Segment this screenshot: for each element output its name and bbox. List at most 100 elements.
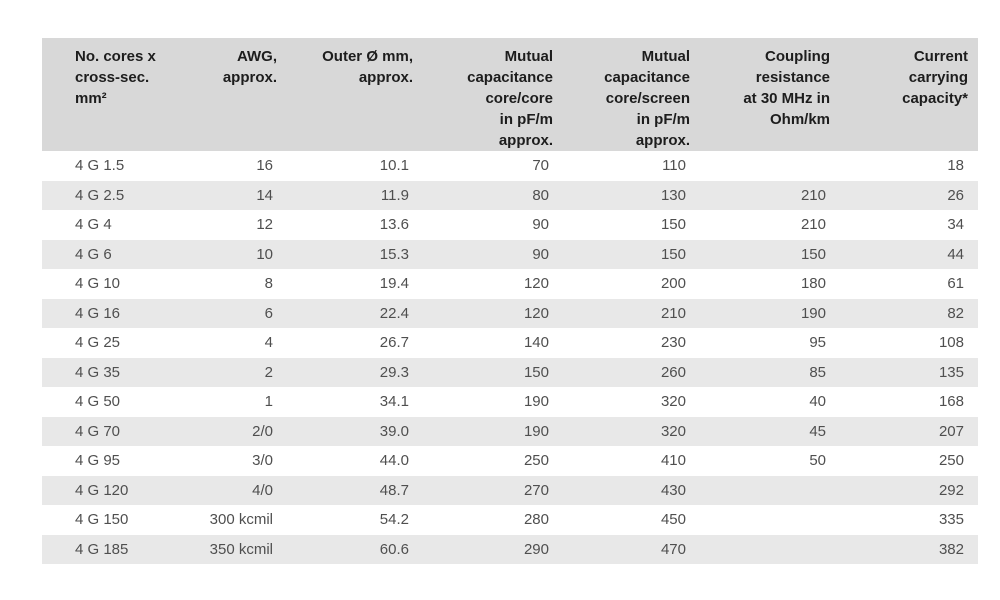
- table-cell-cores-cross-section: 4 G 185: [75, 540, 129, 558]
- table-cell-coupling-resistance: 95: [809, 334, 826, 351]
- table-cell-current-carrying-capacity: 335: [938, 511, 964, 528]
- table-cell-mutual-capacitance-core-screen: 200: [660, 275, 686, 292]
- table-row: 4 G 16 6 22.4 120 210 190 82: [42, 298, 978, 328]
- table-cell-cores-cross-section: 4 G 50: [75, 393, 121, 410]
- table-cell-mutual-capacitance-core-screen: 130: [660, 186, 686, 204]
- table-cell-coupling-resistance: 190: [800, 304, 826, 322]
- table-cell-awg: 14: [256, 186, 273, 204]
- table-cell-outer-diameter: 48.7: [379, 481, 409, 499]
- table-cell-awg: 300 kcmil: [209, 511, 273, 528]
- table-cell-coupling-resistance: 45: [809, 422, 826, 440]
- table-cell-outer-diameter: 39.0: [379, 422, 409, 440]
- table-cell-coupling-resistance: [700, 476, 840, 506]
- table-cell-awg: 1: [264, 393, 273, 410]
- table-cell-coupling-resistance: [700, 151, 840, 181]
- column-header-mutual-capacitance-core-core: Mutual capacitance core/core in pF/m approx.: [423, 38, 563, 151]
- table-cell-awg: 8: [264, 275, 273, 292]
- table-row: 4 G 185 350 kcmil 60.6 290 470 382: [42, 534, 978, 564]
- table-cell-awg: 4: [264, 334, 273, 351]
- table-cell-mutual-capacitance-core-core: 80: [532, 186, 549, 204]
- table-cell-current-carrying-capacity: 135: [938, 363, 964, 381]
- table-cell-coupling-resistance: [700, 505, 840, 535]
- table-cell-coupling-resistance: 210: [800, 216, 826, 233]
- table-cell-mutual-capacitance-core-core: 90: [532, 245, 549, 263]
- table-cell-cores-cross-section: 4 G 2.5: [75, 186, 125, 204]
- column-header-awg: AWG, approx.: [202, 38, 287, 151]
- table-cell-mutual-capacitance-core-screen: 320: [660, 393, 686, 410]
- table-cell-outer-diameter: 11.9: [380, 186, 409, 204]
- table-cell-cores-cross-section: 4 G 120: [75, 481, 129, 499]
- table-row: 4 G 25 4 26.7 140 230 95 108: [42, 328, 978, 358]
- table-cell-outer-diameter: 26.7: [379, 334, 409, 351]
- table-cell-cores-cross-section: 4 G 1.5: [75, 157, 125, 174]
- table-cell-current-carrying-capacity: 44: [947, 245, 964, 263]
- table-row: 4 G 35 2 29.3 150 260 85 135: [42, 357, 978, 387]
- table-cell-mutual-capacitance-core-core: 90: [532, 216, 549, 233]
- table-header-row: No. cores x cross-sec. mm² AWG, approx. Outer…: [42, 38, 978, 151]
- table-cell-mutual-capacitance-core-screen: 320: [660, 422, 686, 440]
- table-cell-current-carrying-capacity: 34: [947, 216, 964, 233]
- table-cell-awg: 2: [264, 363, 273, 381]
- table-cell-coupling-resistance: 85: [809, 363, 826, 381]
- table-cell-awg: 4/0: [252, 481, 273, 499]
- table-cell-outer-diameter: 60.6: [379, 540, 409, 558]
- table-cell-current-carrying-capacity: 61: [947, 275, 964, 292]
- table-cell-mutual-capacitance-core-core: 70: [532, 157, 549, 174]
- table-cell-mutual-capacitance-core-core: 280: [523, 511, 549, 528]
- table-cell-outer-diameter: 19.4: [379, 275, 409, 292]
- table-cell-cores-cross-section: 4 G 150: [75, 511, 129, 528]
- table-cell-cores-cross-section: 4 G 95: [75, 452, 121, 469]
- table-cell-coupling-resistance: 50: [809, 452, 826, 469]
- table-cell-current-carrying-capacity: 18: [947, 157, 964, 174]
- table-cell-mutual-capacitance-core-core: 150: [523, 363, 549, 381]
- table-cell-mutual-capacitance-core-core: 270: [523, 481, 549, 499]
- table-cell-cores-cross-section: 4 G 70: [75, 422, 121, 440]
- table-cell-current-carrying-capacity: 207: [938, 422, 964, 440]
- table-cell-outer-diameter: 13.6: [379, 216, 409, 233]
- table-cell-cores-cross-section: 4 G 10: [75, 275, 121, 292]
- table-cell-mutual-capacitance-core-screen: 260: [660, 363, 686, 381]
- table-cell-mutual-capacitance-core-screen: 450: [660, 511, 686, 528]
- table-cell-awg: 10: [256, 245, 273, 263]
- table-cell-coupling-resistance: 150: [800, 245, 826, 263]
- table-row: 4 G 10 8 19.4 120 200 180 61: [42, 269, 978, 299]
- table-row: 4 G 95 3/0 44.0 250 410 50 250: [42, 446, 978, 476]
- table-cell-coupling-resistance: 180: [800, 275, 826, 292]
- column-header-mutual-capacitance-core-screen: Mutual capacitance core/screen in pF/m appro…: [563, 38, 700, 151]
- table-cell-outer-diameter: 44.0: [379, 452, 409, 469]
- table-body: 4 G 1.5 16 10.1 70 110 18 4 G 2.5 14 11.9 80 130 21…: [42, 151, 978, 564]
- table-cell-outer-diameter: 10.1: [379, 157, 409, 174]
- table-header: No. cores x cross-sec. mm² AWG, approx. Outer…: [42, 38, 978, 151]
- table-cell-current-carrying-capacity: 26: [947, 186, 964, 204]
- table-row: 4 G 70 2/0 39.0 190 320 45 207: [42, 416, 978, 446]
- table-cell-current-carrying-capacity: 382: [938, 540, 964, 558]
- table-row: 4 G 1.5 16 10.1 70 110 18: [42, 151, 978, 181]
- column-header-current-carrying-capacity: Current carrying capacity*: [840, 38, 978, 151]
- table-cell-mutual-capacitance-core-screen: 110: [662, 157, 686, 174]
- table-cell-mutual-capacitance-core-core: 190: [523, 422, 549, 440]
- table-cell-current-carrying-capacity: 250: [938, 452, 964, 469]
- table-cell-mutual-capacitance-core-screen: 430: [660, 481, 686, 499]
- table-cell-outer-diameter: 15.3: [379, 245, 409, 263]
- table-cell-coupling-resistance: 210: [800, 186, 826, 204]
- table-cell-mutual-capacitance-core-core: 120: [523, 275, 549, 292]
- table-cell-outer-diameter: 22.4: [379, 304, 409, 322]
- table-cell-current-carrying-capacity: 168: [938, 393, 964, 410]
- table-cell-coupling-resistance: 40: [809, 393, 826, 410]
- table-row: 4 G 4 12 13.6 90 150 210 34: [42, 210, 978, 240]
- table-row: 4 G 50 1 34.1 190 320 40 168: [42, 387, 978, 417]
- table-cell-mutual-capacitance-core-screen: 410: [660, 452, 686, 469]
- table-cell-mutual-capacitance-core-screen: 230: [660, 334, 686, 351]
- table-cell-mutual-capacitance-core-screen: 210: [660, 304, 686, 322]
- table-cell-mutual-capacitance-core-core: 290: [523, 540, 549, 558]
- column-header-coupling-resistance: Coupling resistance at 30 MHz in Ohm/km: [700, 38, 840, 151]
- table-cell-mutual-capacitance-core-screen: 470: [660, 540, 686, 558]
- table-cell-mutual-capacitance-core-core: 190: [523, 393, 549, 410]
- table-row: 4 G 150 300 kcmil 54.2 280 450 335: [42, 505, 978, 535]
- table-cell-awg: 16: [256, 157, 273, 174]
- table-cell-outer-diameter: 29.3: [379, 363, 409, 381]
- table-cell-mutual-capacitance-core-screen: 150: [660, 245, 686, 263]
- table-cell-cores-cross-section: 4 G 25: [75, 334, 121, 351]
- table-cell-cores-cross-section: 4 G 16: [75, 304, 121, 322]
